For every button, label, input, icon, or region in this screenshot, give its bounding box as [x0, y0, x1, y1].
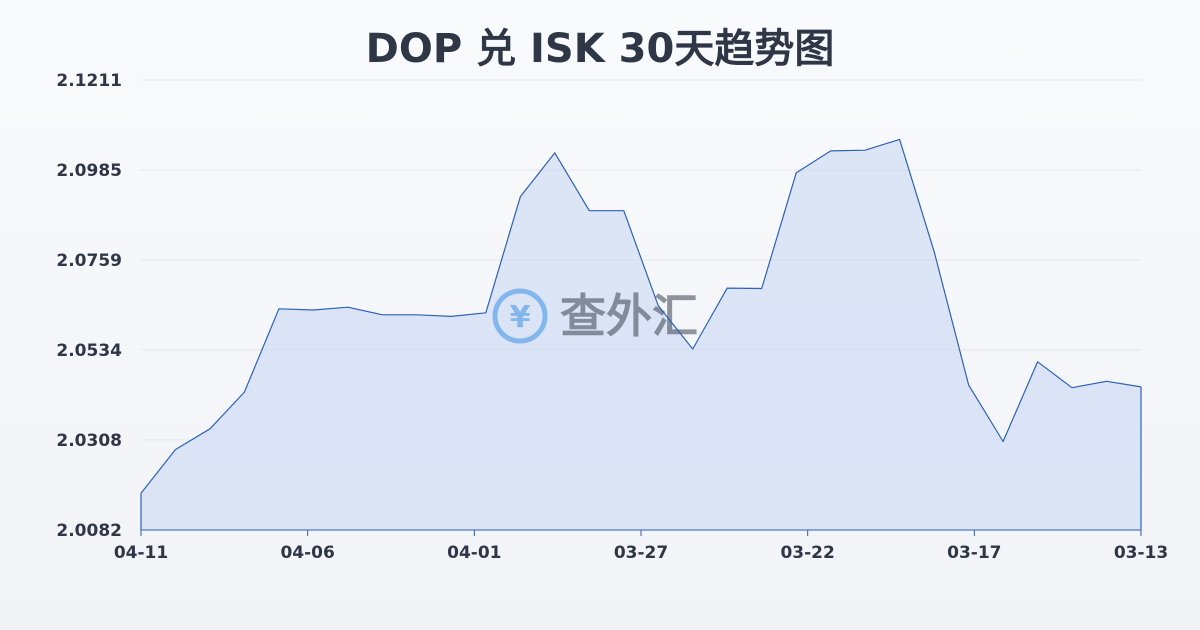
exchange-circle-icon	[492, 288, 548, 344]
y-tick-label: 2.0308	[56, 431, 122, 451]
watermark: ¥ 查外汇	[492, 288, 698, 344]
y-tick-label: 2.0985	[56, 161, 122, 181]
x-tick-label: 04-11	[114, 543, 168, 563]
x-tick-label: 03-13	[1114, 543, 1168, 563]
x-tick-label: 03-22	[780, 543, 834, 563]
y-tick-label: 2.0534	[56, 341, 122, 361]
y-tick-label: 2.0759	[56, 251, 122, 271]
y-tick-label: 2.1211	[56, 71, 122, 91]
series-line	[140, 138, 1142, 530]
y-tick-label: 2.0082	[56, 521, 122, 541]
watermark-text: 查外汇	[560, 289, 698, 343]
x-tick-label: 04-06	[280, 543, 334, 563]
area-fill	[141, 139, 1141, 530]
yen-icon: ¥	[510, 300, 531, 335]
x-axis-ticks: 04-11 04-06 04-01 03-27 03-22 03-17 03-13	[114, 530, 1168, 563]
series-line-path	[140, 138, 1142, 494]
x-tick-label: 04-01	[447, 543, 501, 563]
x-tick-label: 03-17	[947, 543, 1001, 563]
y-axis-ticks: 2.1211 2.0985 2.0759 2.0534 2.0308 2.0082	[56, 71, 122, 541]
x-tick-label: 03-27	[614, 543, 668, 563]
chart-title: DOP 兑 ISK 30天趋势图	[366, 26, 835, 72]
series-area	[141, 139, 1141, 530]
